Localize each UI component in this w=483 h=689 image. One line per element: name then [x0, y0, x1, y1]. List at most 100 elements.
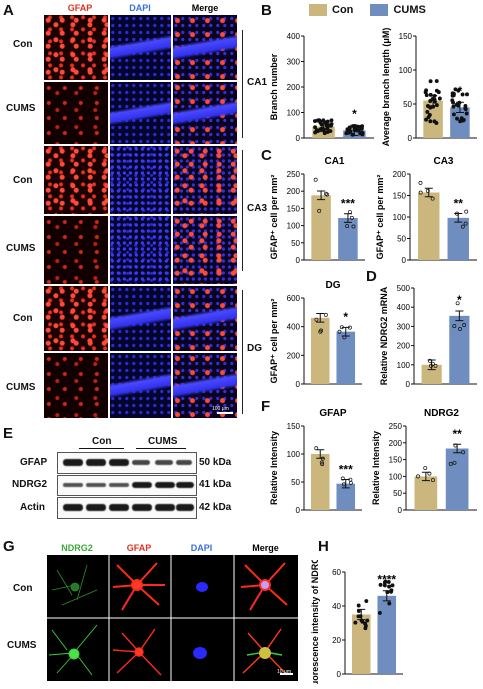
- data-point: [356, 609, 361, 613]
- g-row-cums: CUMS: [7, 640, 37, 651]
- chart-svg-5: Relative NDRG2 mRNA 0 100 200 300 400 500 *: [379, 284, 477, 389]
- g-dapi-con: [196, 582, 208, 592]
- data-point: [377, 610, 382, 615]
- micrograph-gfap-cums-ca1: [43, 81, 109, 145]
- error-bar: [317, 190, 326, 201]
- y-tick-label: 250: [287, 170, 301, 179]
- g-row-con: Con: [13, 583, 33, 594]
- bar-con: [421, 364, 442, 384]
- data-point: [319, 460, 324, 465]
- micrograph-dapi-con-ca1: [109, 14, 172, 81]
- data-point: [433, 363, 438, 368]
- significance-marker: ***: [339, 462, 353, 476]
- wb-group-con: Con: [92, 436, 112, 447]
- y-tick-label: 0: [337, 670, 342, 679]
- wb-blot-actin: [57, 497, 197, 519]
- error-bar: [455, 310, 464, 322]
- bar-con: [423, 100, 443, 138]
- bar-cums: [336, 483, 356, 510]
- data-point: [455, 116, 459, 121]
- data-point: [451, 104, 456, 109]
- data-point: [319, 127, 324, 132]
- data-point: [314, 446, 319, 451]
- data-point: [416, 474, 420, 479]
- y-tick-label: 100: [389, 472, 403, 481]
- bar-con: [414, 476, 438, 510]
- data-point: [460, 224, 465, 229]
- chart-ndrg2-mrna: Relative NDRG2 mRNA 0 100 200 300 400 500 *: [378, 276, 483, 394]
- data-point: [364, 599, 369, 603]
- y-tick-label: 100: [393, 213, 407, 222]
- bar-con: [311, 195, 331, 260]
- y-tick-label: 300: [397, 322, 411, 331]
- y-tick-label: 200: [287, 187, 301, 196]
- y-tick-label: 400: [397, 303, 411, 312]
- chart-h-intensity: Fluorescence intensity of NDRG2 0 20 40 60 **…: [309, 552, 409, 689]
- chart-f-ndrg2: NDRG2 Relative Intensity 0 50 100 150 200 250 **: [370, 404, 483, 520]
- data-point: [346, 130, 350, 135]
- data-point: [356, 603, 361, 608]
- data-point: [453, 443, 458, 448]
- panel-label-h: H: [318, 538, 329, 555]
- y-tick-label: 400: [287, 32, 301, 41]
- bar-cums: [338, 218, 358, 260]
- y-tick-label: 0: [296, 506, 301, 515]
- micrograph-merge-con-ca1: [172, 14, 238, 81]
- chart-f-gfap: GFAP Relative Intensity 0 50 100 150 ***: [268, 404, 368, 520]
- data-point: [458, 327, 462, 331]
- wb-group-cums-line: [136, 448, 186, 449]
- micrograph-merge-con-ca3: [172, 145, 238, 215]
- bracket-dg: [242, 290, 243, 414]
- data-point: [318, 120, 323, 125]
- y-tick-label: 0: [408, 134, 413, 143]
- data-point: [448, 461, 453, 466]
- bar-cums: [336, 331, 356, 384]
- chart-title: CA1: [324, 156, 344, 167]
- y-tick-label: 50: [291, 478, 300, 487]
- data-point: [387, 601, 392, 606]
- y-tick-label: 200: [393, 170, 407, 179]
- data-point: [339, 325, 344, 330]
- col-label-dapi: DAPI: [129, 3, 151, 13]
- data-point: [322, 131, 327, 136]
- data-point: [314, 128, 319, 133]
- g-gfap-cums: [112, 628, 162, 676]
- data-point: [428, 79, 433, 84]
- data-point: [321, 118, 326, 123]
- panel-label-d: D: [366, 268, 377, 285]
- chart-svg-3: CA3 GFAP⁺ cell per mm² 0 50 100 150 200 **: [375, 156, 477, 265]
- y-tick-label: 100: [397, 361, 411, 370]
- panel-label-b: B: [261, 2, 272, 19]
- y-tick-label: 200: [287, 351, 301, 360]
- data-point: [454, 102, 459, 107]
- data-point: [386, 579, 391, 584]
- data-point: [460, 92, 465, 97]
- col-label-gfap: GFAP: [67, 3, 93, 13]
- data-point: [461, 450, 466, 455]
- micrograph-merge-cums-ca3: [172, 215, 238, 285]
- y-tick-label: 0: [296, 134, 301, 143]
- bar-cums: [377, 595, 397, 674]
- data-point: [434, 121, 439, 125]
- chart-ca3: CA3 GFAP⁺ cell per mm² 0 50 100 150 200 **: [374, 152, 483, 270]
- chart-ca1: CA1 GFAP⁺ cell per mm² 0 50 100 150 200 250 ***: [268, 152, 371, 270]
- y-tick-label: 0: [402, 256, 407, 265]
- chart-title: DG: [326, 280, 341, 291]
- data-point: [428, 358, 432, 363]
- y-tick-label: 300: [287, 58, 301, 67]
- data-point: [434, 103, 439, 108]
- data-point: [323, 312, 328, 317]
- data-point: [430, 361, 435, 366]
- y-tick-label: 600: [287, 294, 301, 303]
- row-label-cums-ca1: CUMS: [6, 103, 36, 114]
- y-tick-label: 0: [406, 380, 411, 389]
- significance-marker: *: [457, 293, 462, 307]
- data-point: [313, 125, 318, 130]
- data-point: [337, 329, 342, 334]
- legend-swatch-cums: [370, 4, 389, 17]
- data-point: [353, 620, 358, 625]
- data-point: [451, 93, 456, 98]
- data-point: [323, 120, 328, 125]
- g-col-ndrg2: NDRG2: [61, 543, 93, 553]
- data-point: [462, 323, 467, 327]
